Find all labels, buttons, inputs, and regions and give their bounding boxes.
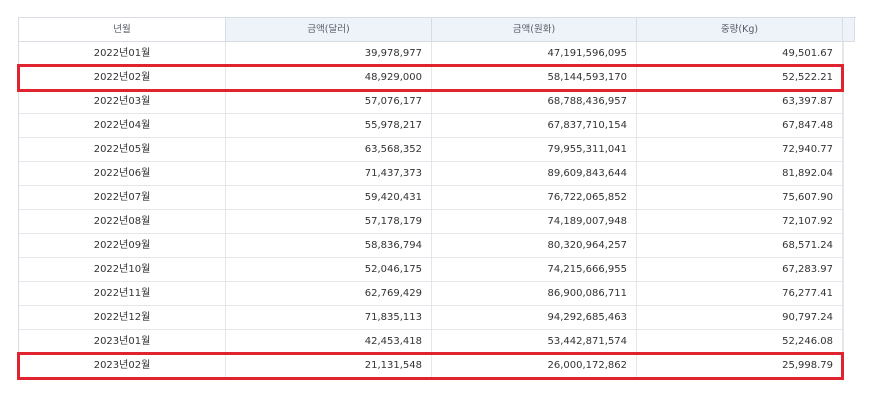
cell-weight[interactable]: 75,607.90 — [637, 186, 843, 210]
cell-krw[interactable]: 68,788,436,957 — [432, 90, 637, 114]
cell-weight[interactable]: 49,501.67 — [637, 42, 843, 66]
cell-krw[interactable]: 79,955,311,041 — [432, 138, 637, 162]
table-row[interactable]: 2022년02월 48,929,000 58,144,593,170 52,522.2… — [19, 66, 843, 90]
cell-krw[interactable]: 58,144,593,170 — [432, 66, 637, 90]
cell-month[interactable]: 2022년09월 — [19, 234, 226, 258]
cell-usd[interactable]: 39,978,977 — [226, 42, 432, 66]
column-header-usd[interactable]: 금액(달러) — [226, 18, 432, 42]
cell-krw[interactable]: 26,000,172,862 — [432, 354, 637, 378]
cell-krw[interactable]: 74,215,666,955 — [432, 258, 637, 282]
cell-usd[interactable]: 71,835,113 — [226, 306, 432, 330]
table-row[interactable]: 2022년06월 71,437,373 89,609,843,644 81,892.0… — [19, 162, 843, 186]
cell-usd[interactable]: 55,978,217 — [226, 114, 432, 138]
cell-usd[interactable]: 62,769,429 — [226, 282, 432, 306]
cell-krw[interactable]: 76,722,065,852 — [432, 186, 637, 210]
cell-usd[interactable]: 42,453,418 — [226, 330, 432, 354]
cell-weight[interactable]: 67,847.48 — [637, 114, 843, 138]
cell-usd[interactable]: 57,076,177 — [226, 90, 432, 114]
cell-krw[interactable]: 67,837,710,154 — [432, 114, 637, 138]
cell-krw[interactable]: 74,189,007,948 — [432, 210, 637, 234]
cell-month[interactable]: 2022년11월 — [19, 282, 226, 306]
grid-header: 년월 금액(달러) 금액(원화) 중량(Kg) — [19, 18, 855, 42]
cell-usd[interactable]: 52,046,175 — [226, 258, 432, 282]
table-row[interactable]: 2022년11월 62,769,429 86,900,086,711 76,277.4… — [19, 282, 843, 306]
table-row[interactable]: 2022년07월 59,420,431 76,722,065,852 75,607.9… — [19, 186, 843, 210]
cell-weight[interactable]: 52,522.21 — [637, 66, 843, 90]
table-row[interactable]: 2023년01월 42,453,418 53,442,871,574 52,246.0… — [19, 330, 843, 354]
cell-weight[interactable]: 72,107.92 — [637, 210, 843, 234]
data-grid: 년월 금액(달러) 금액(원화) 중량(Kg) 2022년01월 39,978,9… — [18, 17, 856, 379]
vertical-scrollbar[interactable] — [843, 42, 855, 378]
header-scroll-corner — [843, 18, 855, 42]
table-row[interactable]: 2022년08월 57,178,179 74,189,007,948 72,107.9… — [19, 210, 843, 234]
cell-month[interactable]: 2022년07월 — [19, 186, 226, 210]
cell-usd[interactable]: 58,836,794 — [226, 234, 432, 258]
table-row[interactable]: 2022년01월 39,978,977 47,191,596,095 49,501.6… — [19, 42, 843, 66]
column-header-krw[interactable]: 금액(원화) — [432, 18, 637, 42]
cell-krw[interactable]: 89,609,843,644 — [432, 162, 637, 186]
table-row[interactable]: 2022년10월 52,046,175 74,215,666,955 67,283.9… — [19, 258, 843, 282]
table-row[interactable]: 2022년03월 57,076,177 68,788,436,957 63,397.8… — [19, 90, 843, 114]
cell-weight[interactable]: 25,998.79 — [637, 354, 843, 378]
cell-weight[interactable]: 68,571.24 — [637, 234, 843, 258]
column-header-month[interactable]: 년월 — [19, 18, 226, 42]
cell-krw[interactable]: 94,292,685,463 — [432, 306, 637, 330]
cell-krw[interactable]: 53,442,871,574 — [432, 330, 637, 354]
cell-month[interactable]: 2022년04월 — [19, 114, 226, 138]
table-row[interactable]: 2022년04월 55,978,217 67,837,710,154 67,847.4… — [19, 114, 843, 138]
cell-month[interactable]: 2022년10월 — [19, 258, 226, 282]
cell-weight[interactable]: 52,246.08 — [637, 330, 843, 354]
cell-krw[interactable]: 80,320,964,257 — [432, 234, 637, 258]
cell-month[interactable]: 2022년01월 — [19, 42, 226, 66]
cell-usd[interactable]: 63,568,352 — [226, 138, 432, 162]
cell-usd[interactable]: 59,420,431 — [226, 186, 432, 210]
cell-krw[interactable]: 47,191,596,095 — [432, 42, 637, 66]
cell-month[interactable]: 2023년01월 — [19, 330, 226, 354]
cell-krw[interactable]: 86,900,086,711 — [432, 282, 637, 306]
cell-month[interactable]: 2023년02월 — [19, 354, 226, 378]
table-row[interactable]: 2023년02월 21,131,548 26,000,172,862 25,998.7… — [19, 354, 843, 378]
cell-weight[interactable]: 67,283.97 — [637, 258, 843, 282]
cell-month[interactable]: 2022년08월 — [19, 210, 226, 234]
cell-weight[interactable]: 90,797.24 — [637, 306, 843, 330]
cell-month[interactable]: 2022년12월 — [19, 306, 226, 330]
column-header-weight[interactable]: 중량(Kg) — [637, 18, 843, 42]
cell-weight[interactable]: 63,397.87 — [637, 90, 843, 114]
cell-usd[interactable]: 48,929,000 — [226, 66, 432, 90]
cell-usd[interactable]: 21,131,548 — [226, 354, 432, 378]
cell-weight[interactable]: 76,277.41 — [637, 282, 843, 306]
cell-usd[interactable]: 57,178,179 — [226, 210, 432, 234]
table-row[interactable]: 2022년12월 71,835,113 94,292,685,463 90,797.2… — [19, 306, 843, 330]
cell-weight[interactable]: 72,940.77 — [637, 138, 843, 162]
table-row[interactable]: 2022년09월 58,836,794 80,320,964,257 68,571.2… — [19, 234, 843, 258]
cell-month[interactable]: 2022년06월 — [19, 162, 226, 186]
cell-month[interactable]: 2022년02월 — [19, 66, 226, 90]
table-row[interactable]: 2022년05월 63,568,352 79,955,311,041 72,940.7… — [19, 138, 843, 162]
cell-month[interactable]: 2022년03월 — [19, 90, 226, 114]
cell-usd[interactable]: 71,437,373 — [226, 162, 432, 186]
cell-weight[interactable]: 81,892.04 — [637, 162, 843, 186]
grid-body: 2022년01월 39,978,977 47,191,596,095 49,501.6… — [19, 42, 843, 378]
cell-month[interactable]: 2022년05월 — [19, 138, 226, 162]
